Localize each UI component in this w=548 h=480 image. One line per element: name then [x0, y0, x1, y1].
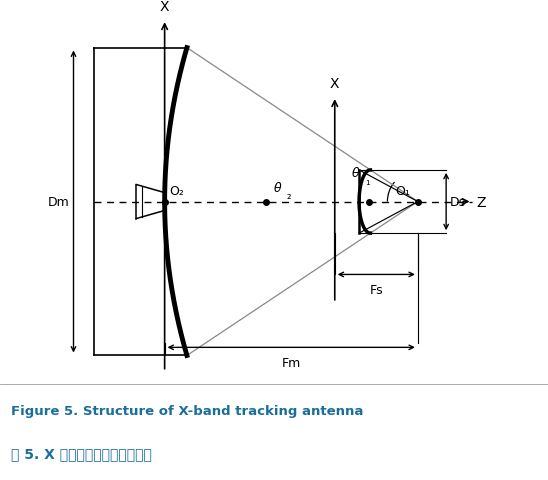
Text: Fs: Fs — [369, 284, 383, 297]
Text: Fm: Fm — [282, 357, 301, 370]
Text: $\theta$: $\theta$ — [273, 181, 283, 195]
Text: X: X — [330, 77, 340, 91]
Text: O₂: O₂ — [169, 184, 184, 197]
Text: $\theta$: $\theta$ — [351, 166, 361, 180]
Text: Dm: Dm — [48, 196, 70, 209]
Text: ₁: ₁ — [365, 177, 370, 187]
Text: Figure 5. Structure of X-band tracking antenna: Figure 5. Structure of X-band tracking a… — [11, 404, 363, 418]
Text: O₁: O₁ — [396, 184, 410, 197]
Text: Ds: Ds — [450, 196, 466, 209]
Text: X: X — [160, 0, 169, 14]
Text: ₂: ₂ — [287, 190, 292, 200]
Text: 图 5. X 频段测量天线结构示意图: 图 5. X 频段测量天线结构示意图 — [11, 446, 152, 460]
Text: Z: Z — [477, 195, 486, 209]
